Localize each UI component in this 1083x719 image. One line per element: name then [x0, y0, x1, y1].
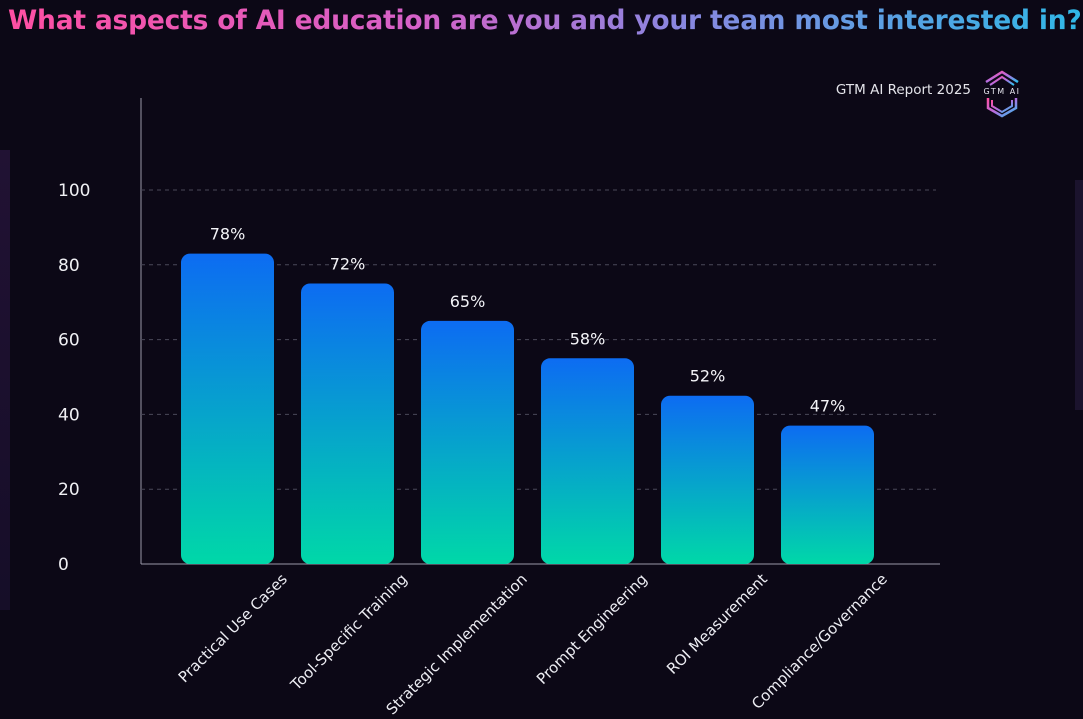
data-label: 72% [330, 255, 366, 274]
gtm-ai-logo-icon: GTM AI [983, 70, 1020, 118]
bar [421, 320, 514, 564]
bar [661, 395, 754, 564]
bar [541, 358, 634, 564]
data-label: 47% [810, 397, 846, 416]
source-label: GTM AI Report 2025 [835, 82, 971, 98]
bar [301, 283, 394, 564]
y-tick-label: 20 [58, 480, 80, 500]
x-tick-label: Prompt Engineering [533, 570, 651, 688]
x-tick-label: Strategic Implementation [383, 570, 531, 718]
x-tick-label: Compliance/Governance [748, 570, 891, 713]
background-accent-right [1075, 180, 1083, 410]
background-accent-left [0, 150, 10, 610]
data-label: 78% [210, 225, 246, 244]
bar [781, 425, 874, 564]
x-tick-label: ROI Measurement [663, 570, 771, 678]
data-label: 52% [690, 367, 726, 386]
data-label: 65% [450, 292, 486, 311]
y-tick-label: 0 [58, 555, 69, 575]
y-tick-label: 100 [58, 181, 90, 201]
logo-text: GTM AI [983, 87, 1020, 96]
chart-title: What aspects of AI education are you and… [8, 2, 1083, 40]
y-tick-label: 40 [58, 405, 80, 425]
y-tick-label: 60 [58, 331, 80, 351]
x-tick-label: Tool-Specific Training [286, 570, 410, 694]
y-tick-label: 80 [58, 256, 80, 276]
x-tick-label: Practical Use Cases [175, 570, 291, 686]
data-label: 58% [570, 329, 606, 348]
bar [181, 253, 274, 564]
